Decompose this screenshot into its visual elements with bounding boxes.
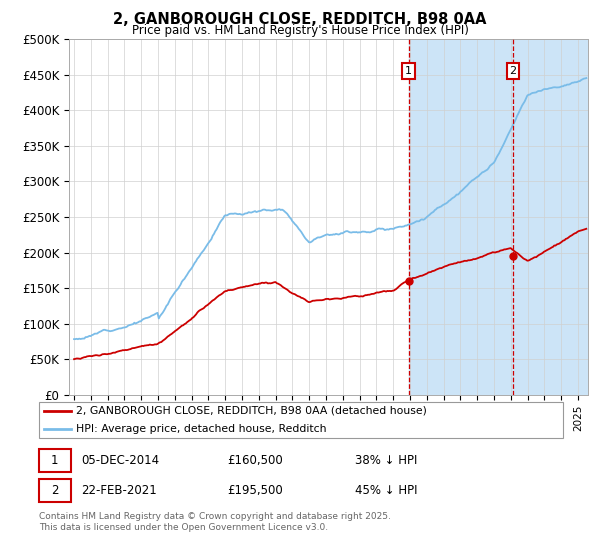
Text: 05-DEC-2014: 05-DEC-2014 xyxy=(81,454,159,467)
Text: 22-FEB-2021: 22-FEB-2021 xyxy=(81,484,157,497)
Text: 38% ↓ HPI: 38% ↓ HPI xyxy=(355,454,417,467)
FancyBboxPatch shape xyxy=(38,402,563,438)
Text: 2: 2 xyxy=(51,484,58,497)
Text: 1: 1 xyxy=(405,66,412,76)
Bar xyxy=(409,39,588,395)
Text: Price paid vs. HM Land Registry's House Price Index (HPI): Price paid vs. HM Land Registry's House … xyxy=(131,24,469,36)
Text: £195,500: £195,500 xyxy=(227,484,283,497)
Text: £160,500: £160,500 xyxy=(227,454,283,467)
FancyBboxPatch shape xyxy=(38,449,71,472)
Text: HPI: Average price, detached house, Redditch: HPI: Average price, detached house, Redd… xyxy=(76,423,326,433)
Text: 2: 2 xyxy=(509,66,517,76)
Text: Contains HM Land Registry data © Crown copyright and database right 2025.
This d: Contains HM Land Registry data © Crown c… xyxy=(39,512,391,532)
FancyBboxPatch shape xyxy=(38,479,71,502)
Text: 2, GANBOROUGH CLOSE, REDDITCH, B98 0AA: 2, GANBOROUGH CLOSE, REDDITCH, B98 0AA xyxy=(113,12,487,27)
Text: 1: 1 xyxy=(51,454,58,467)
Text: 2, GANBOROUGH CLOSE, REDDITCH, B98 0AA (detached house): 2, GANBOROUGH CLOSE, REDDITCH, B98 0AA (… xyxy=(76,405,427,416)
Text: 45% ↓ HPI: 45% ↓ HPI xyxy=(355,484,417,497)
